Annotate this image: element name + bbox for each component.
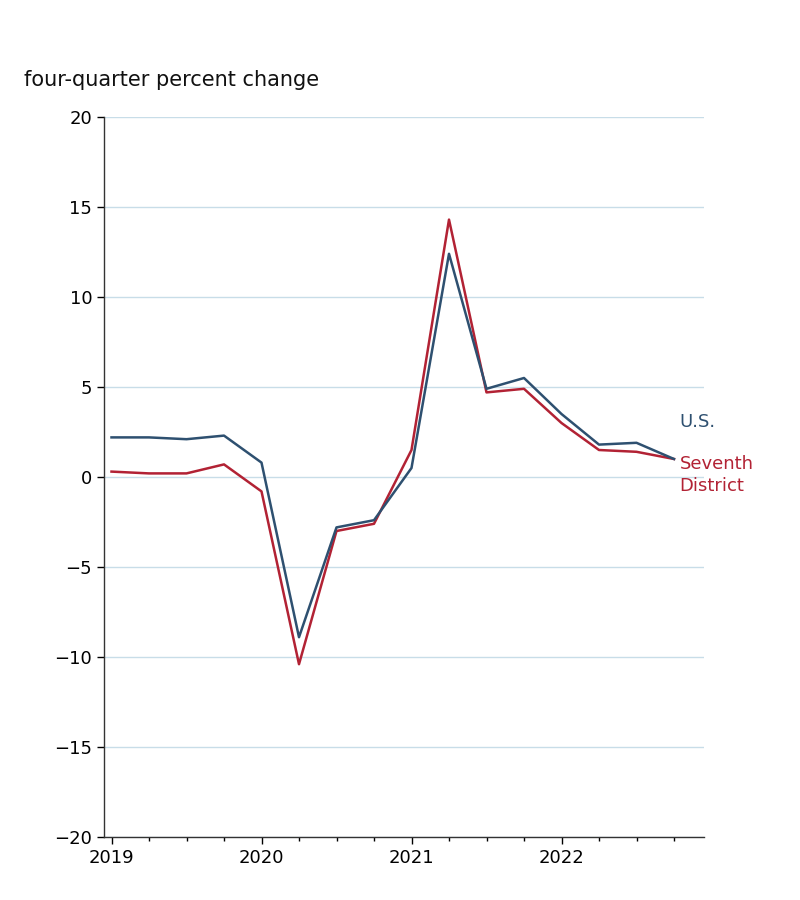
- Text: four-quarter percent change: four-quarter percent change: [24, 70, 319, 90]
- Text: Seventh
District: Seventh District: [680, 455, 754, 495]
- Text: U.S.: U.S.: [680, 412, 716, 430]
